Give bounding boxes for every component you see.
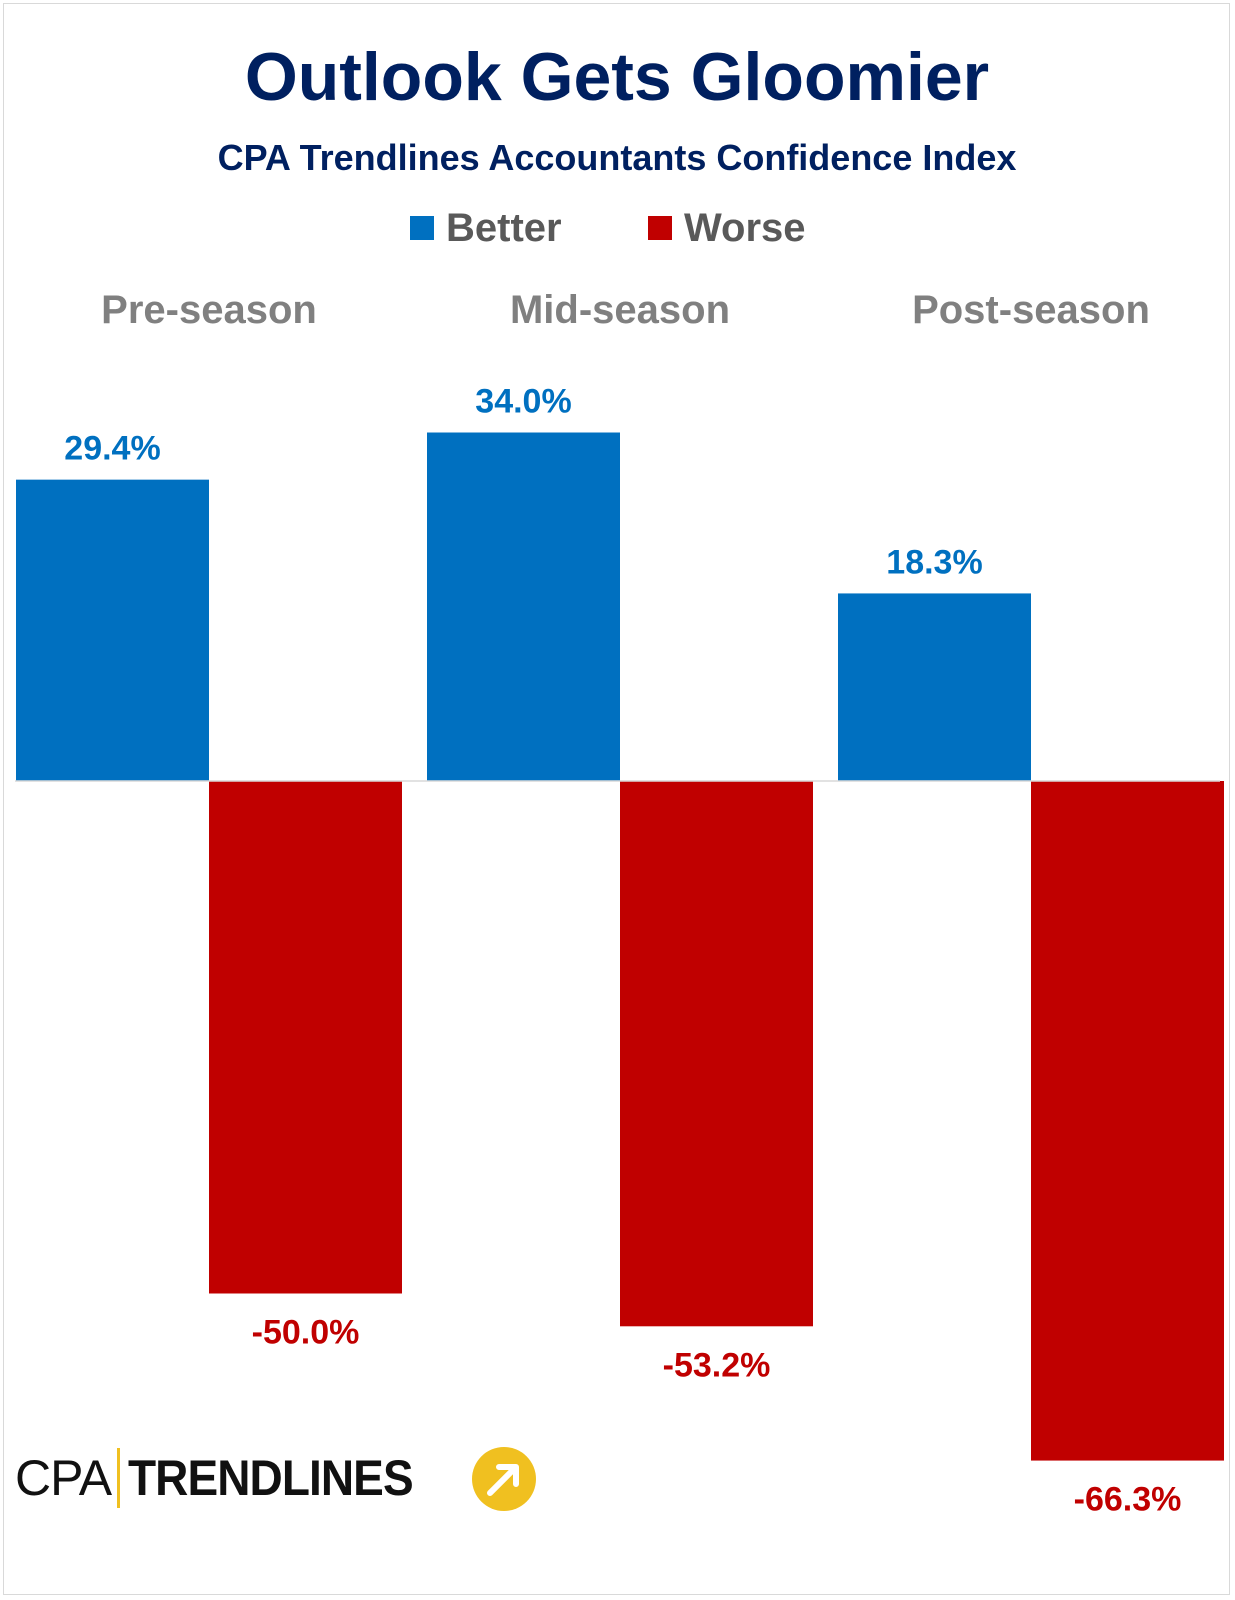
bars <box>16 432 1224 1461</box>
data-label-better: 34.0% <box>475 383 571 421</box>
bar-worse <box>620 781 813 1327</box>
logo-separator <box>117 1448 121 1508</box>
value-labels: 29.4% 34.0% 18.3% -50.0% -53.2% -66.3% <box>64 383 1181 1519</box>
bar-better <box>427 432 620 781</box>
bar-worse <box>209 781 402 1294</box>
chart-subtitle: CPA Trendlines Accountants Confidence In… <box>218 137 1017 178</box>
chart-frame <box>3 3 1230 1595</box>
bar-worse <box>1031 781 1224 1461</box>
legend-swatch-worse <box>648 216 672 240</box>
bar-better <box>838 593 1031 781</box>
legend-label-better: Better <box>446 206 562 250</box>
bar-better <box>16 479 209 781</box>
data-label-worse: -53.2% <box>663 1346 771 1384</box>
legend: Better Worse <box>410 206 806 250</box>
cpa-trendlines-logo: CPA TRENDLINES <box>15 1438 536 1518</box>
data-label-better: 18.3% <box>886 543 982 581</box>
chart-title: Outlook Gets Gloomier <box>245 39 989 115</box>
arrow-up-right-circle-icon <box>472 1447 536 1511</box>
data-label-worse: -50.0% <box>252 1314 360 1352</box>
logo-trendlines-text: TRENDLINES <box>128 1450 414 1506</box>
category-label: Pre-season <box>101 288 317 332</box>
category-label: Post-season <box>912 288 1150 332</box>
legend-swatch-better <box>410 216 434 240</box>
logo-cpa-text: CPA <box>15 1450 112 1506</box>
category-label: Mid-season <box>510 288 730 332</box>
data-label-worse: -66.3% <box>1074 1481 1182 1519</box>
legend-label-worse: Worse <box>684 206 806 250</box>
data-label-better: 29.4% <box>64 430 160 468</box>
category-labels: Pre-season Mid-season Post-season <box>101 288 1150 332</box>
